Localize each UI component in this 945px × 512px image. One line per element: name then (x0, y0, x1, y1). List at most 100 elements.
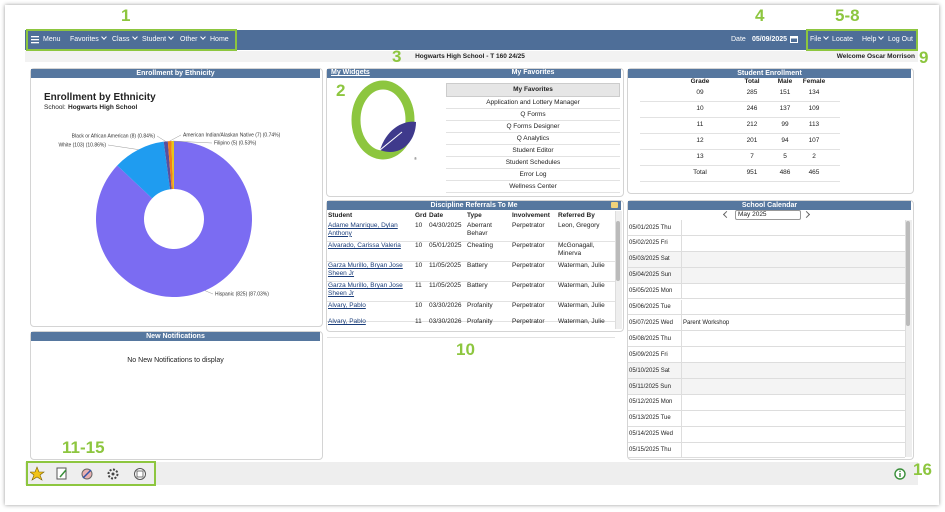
table-cell[interactable]: Alvary, Pablo (328, 318, 366, 325)
slice-label: White (103) (10.86%) (58, 143, 106, 149)
calendar-row (628, 284, 905, 300)
table-cell[interactable]: Adame Manrique, Dylan Anthony (328, 222, 398, 237)
favorite-link[interactable]: Error Log (446, 169, 620, 181)
callout: 5-8 (835, 6, 860, 25)
current-date[interactable]: 05/09/2025 (752, 36, 788, 43)
calendar-date: 05/13/2025 Tue (629, 415, 671, 422)
welcome-text: Welcome Oscar Morrison (836, 53, 915, 60)
table-cell: 151 (779, 89, 791, 96)
month-select[interactable]: May 2025 (735, 210, 801, 220)
table-cell: 11/05/2025 (429, 262, 462, 269)
table-cell: 7 (750, 153, 754, 160)
table-cell: 10 (696, 105, 704, 112)
q-logo: ® (351, 80, 417, 161)
nav-menu[interactable]: Favorites (70, 36, 106, 44)
table-cell: 12 (696, 137, 704, 144)
calendar-row (628, 443, 905, 459)
slice-label: American Indian/Alaskan Native (7) (0.74… (183, 133, 281, 139)
logout-button[interactable]: Log Out (888, 36, 913, 43)
table-cell: 03/30/2026 (429, 302, 462, 309)
table-cell: 285 (746, 89, 758, 96)
slice-label: Black or African American (8) (0.84%) (72, 134, 156, 140)
favorite-link[interactable]: Application and Lottery Manager (446, 97, 620, 109)
row-divider (327, 281, 615, 282)
table-cell: 09 (696, 89, 704, 96)
table-cell[interactable]: Garza Murillo, Bryan Jose Sheen Jr (328, 282, 403, 297)
calendar-row (628, 300, 905, 316)
table-cell[interactable]: Alvarado, Carissa Valeria (328, 242, 401, 249)
scroll-thumb (906, 221, 910, 326)
row-divider (327, 241, 615, 242)
table-cell: Battery (467, 282, 488, 289)
scrollbar (905, 220, 912, 457)
column-header: Total (744, 78, 760, 85)
info-icon[interactable] (894, 468, 906, 480)
table-cell: Perpetrator (512, 242, 545, 249)
table-cell: 5 (783, 153, 787, 160)
table-cell: Perpetrator (512, 262, 545, 269)
list-header: My Favorites (446, 83, 620, 97)
callout: 1 (121, 6, 131, 25)
nav-menu[interactable]: File (810, 36, 828, 44)
table-cell: 107 (808, 137, 820, 144)
favorite-link[interactable]: Wellness Center (446, 181, 620, 193)
calendar-row (628, 379, 905, 395)
calendar-date: 05/14/2025 Wed (629, 431, 673, 438)
footer-icons[interactable] (30, 466, 155, 482)
panel-title: Student Enrollment (628, 69, 911, 78)
calendar-divider (681, 315, 682, 332)
discipline-panel (326, 200, 624, 332)
calendar-date: 05/01/2025 Thu (629, 224, 671, 231)
row-divider (640, 181, 840, 182)
favorite-link[interactable]: Q Forms (446, 109, 620, 121)
slice-label: Filipino (5) (0.53%) (214, 141, 257, 147)
nav-menu[interactable]: Student (142, 36, 173, 44)
pie-slice (167, 141, 174, 190)
table-cell: 11/05/2025 (429, 282, 462, 289)
favorite-link[interactable]: Q Analytics (446, 133, 620, 145)
table-cell: Waterman, Julie (558, 262, 605, 269)
calendar-event: Parent Workshop (683, 319, 730, 326)
calendar-divider (681, 394, 682, 411)
calendar-divider (681, 442, 682, 459)
table-cell: Profanity (467, 318, 493, 325)
favorite-link[interactable]: Student Schedules (446, 157, 620, 169)
table-cell: Cheating (467, 242, 494, 249)
table-cell: Waterman, Julie (558, 282, 605, 289)
table-cell[interactable]: Alvary, Pablo (328, 302, 366, 309)
favorite-link[interactable]: Student Editor (446, 145, 620, 157)
table-cell: 10 (415, 262, 423, 269)
nav-menu[interactable]: Other (180, 36, 205, 44)
calendar-icon[interactable] (790, 35, 798, 43)
nav-home[interactable]: Home (210, 36, 229, 43)
menu-button[interactable]: Menu (43, 36, 61, 43)
table-cell: 13 (696, 153, 704, 160)
pie-slice (117, 141, 171, 199)
table-cell: 134 (808, 89, 820, 96)
nav-menu[interactable]: Locate (832, 36, 854, 43)
column-header: Referred By (558, 212, 595, 219)
nav-menu[interactable]: Class (112, 36, 137, 44)
row-divider (327, 337, 615, 338)
nav-menu[interactable]: Help (862, 36, 883, 44)
table-cell: Aberrant Behavr (467, 222, 492, 237)
calendar-divider (681, 251, 682, 268)
calendar-date: 05/05/2025 Mon (629, 288, 673, 295)
calendar-date: 05/03/2025 Sat (629, 256, 670, 263)
highlight-box (26, 461, 156, 486)
leader-line (107, 144, 139, 150)
calendar-row (628, 236, 905, 252)
callout: 16 (913, 460, 932, 479)
widgets-tab[interactable]: My Widgets (331, 69, 370, 76)
menu-icon[interactable] (31, 36, 40, 44)
panel-title: Discipline Referrals To Me (327, 201, 621, 210)
calendar-row (628, 395, 905, 411)
calendar-row (628, 220, 905, 236)
favorite-link[interactable]: Q Forms Designer (446, 121, 620, 133)
calendar-date: 05/07/2025 Wed (629, 319, 673, 326)
callout: 2 (336, 81, 346, 100)
calendar-date: 05/02/2025 Fri (629, 240, 668, 247)
table-cell[interactable]: Garza Murillo, Bryan Jose Sheen Jr (328, 262, 403, 277)
calendar-divider (681, 283, 682, 300)
table-cell: 113 (808, 121, 820, 128)
